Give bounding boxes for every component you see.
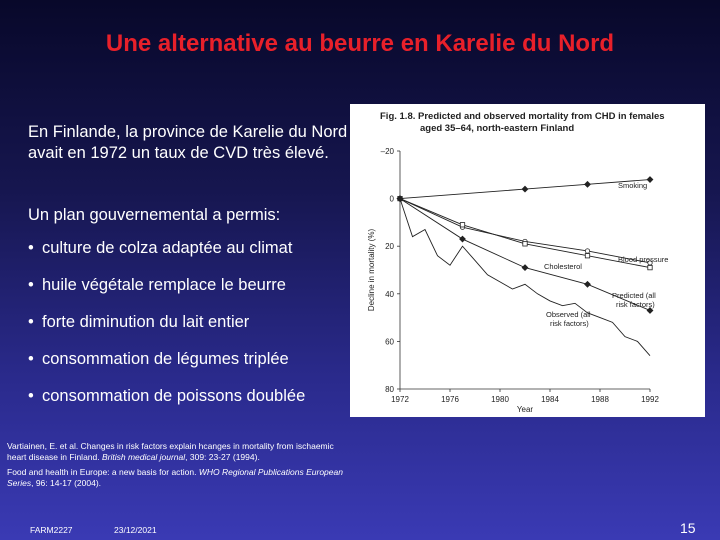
series-annotation: Observed (all risk factors) (546, 310, 591, 328)
mortality-figure: Fig. 1.8. Predicted and observed mortali… (350, 104, 705, 417)
data-point (521, 264, 529, 272)
reference-1-journal: British medical journal (101, 452, 186, 462)
x-axis-label: Year (517, 405, 534, 414)
chart-svg: Fig. 1.8. Predicted and observed mortali… (367, 111, 668, 414)
y-tick-label: –20 (381, 147, 395, 156)
series-line (399, 198, 651, 356)
data-point (646, 176, 654, 183)
data-point (646, 307, 654, 314)
x-tick-label: 1992 (641, 395, 659, 404)
y-tick-label: 40 (385, 290, 394, 299)
slide-title: Une alternative au beurre en Karelie du … (105, 30, 615, 57)
series-annotation: Predicted (all risk factors) (612, 291, 656, 309)
series-annotation: Cholesterol (544, 262, 582, 271)
x-tick-label: 1984 (541, 395, 559, 404)
bullet-item: consommation de poissons doublée (28, 386, 305, 423)
data-point (521, 185, 529, 193)
bullet-item: huile végétale remplace le beurre (28, 275, 305, 312)
data-point (584, 253, 591, 259)
y-tick-label: 20 (385, 242, 394, 251)
data-point (647, 265, 653, 271)
y-tick-label: 80 (385, 385, 394, 394)
x-tick-label: 1976 (441, 395, 459, 404)
chart-title: Fig. 1.8. Predicted and observed mortali… (380, 111, 667, 134)
series-annotation: Blood pressure (618, 255, 668, 264)
data-point (459, 235, 466, 243)
y-tick-label: 60 (385, 337, 394, 346)
x-tick-label: 1988 (591, 395, 609, 404)
bullet-item: forte diminution du lait entier (28, 312, 305, 349)
data-point (584, 248, 591, 254)
series-line (399, 198, 651, 264)
y-tick-label: 0 (390, 195, 395, 204)
reference-1-text: Vartiainen, E. et al. Changes in risk fa… (7, 441, 334, 462)
bullet-list: culture de colza adaptée au climat huile… (28, 238, 305, 423)
data-point (459, 222, 466, 228)
bullet-item: culture de colza adaptée au climat (28, 238, 305, 275)
intro-paragraph: En Finlande, la province de Karelie du N… (28, 123, 348, 162)
series-line (399, 198, 651, 269)
page-number: 15 (680, 520, 696, 536)
y-axis-label: Decline in mortality (%) (367, 229, 376, 312)
reference-2-text: Food and health in Europe: a new basis f… (7, 467, 199, 477)
reference-1-tail: , 309: 23-27 (1994). (185, 452, 260, 462)
reference-2-journal: WHO Regional Publications European Serie… (7, 467, 343, 488)
series-line (399, 179, 651, 200)
x-tick-label: 1980 (491, 395, 509, 404)
series-annotation: Smoking (618, 181, 647, 190)
footer-code: FARM2227 (30, 525, 73, 535)
bullet-item: consommation de légumes triplée (28, 349, 305, 386)
plan-paragraph: Un plan gouvernemental a permis: (28, 206, 281, 224)
references: Vartiainen, E. et al. Changes in risk fa… (7, 441, 347, 493)
x-tick-label: 1972 (391, 395, 409, 404)
reference-1: Vartiainen, E. et al. Changes in risk fa… (7, 441, 347, 463)
data-point (522, 241, 528, 247)
reference-2: Food and health in Europe: a new basis f… (7, 467, 347, 489)
footer-date: 23/12/2021 (114, 525, 157, 535)
reference-2-tail: , 96: 14-17 (2004). (31, 478, 102, 488)
data-point (584, 280, 591, 288)
data-point (584, 180, 591, 188)
